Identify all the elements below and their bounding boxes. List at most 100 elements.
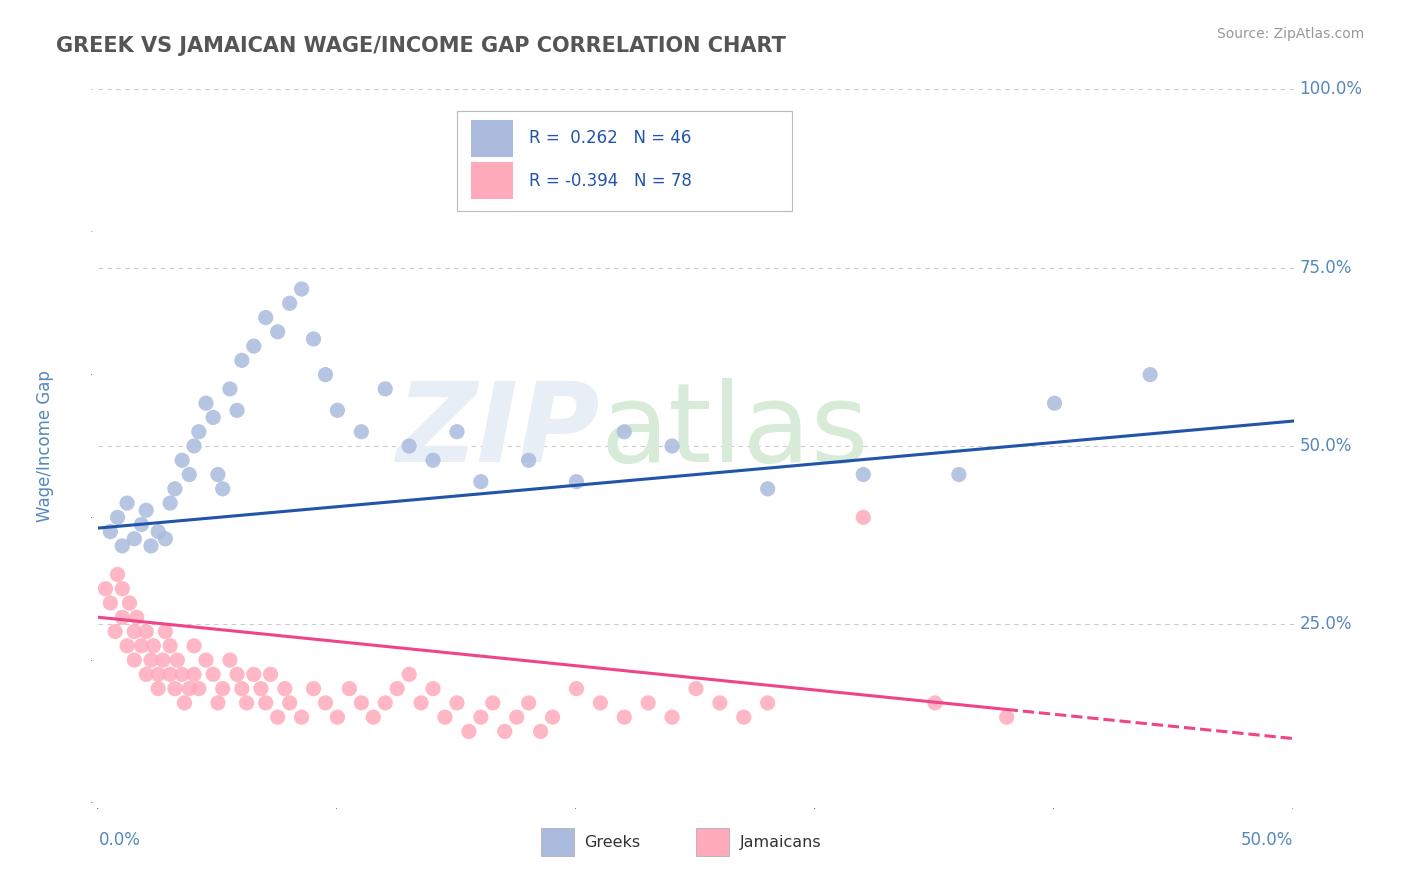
Point (187, 425, 209, 439)
Text: atlas: atlas (600, 378, 869, 485)
Point (159, 496, 181, 510)
Point (226, 667, 249, 681)
Point (107, 510, 129, 524)
Point (589, 696, 612, 710)
Point (183, 639, 205, 653)
Point (211, 681, 233, 696)
Bar (471, 162, 513, 199)
Point (278, 296, 301, 310)
Point (326, 710, 349, 724)
Point (179, 467, 201, 482)
Point (661, 710, 683, 724)
Point (125, 610, 148, 624)
Text: 75.0%: 75.0% (1299, 259, 1353, 277)
Point (202, 410, 225, 425)
Point (163, 482, 186, 496)
Point (135, 624, 157, 639)
Point (529, 724, 551, 739)
Bar (471, 120, 513, 157)
Point (302, 332, 325, 346)
Point (243, 667, 266, 681)
Point (302, 681, 325, 696)
Point (852, 510, 875, 524)
Point (148, 524, 170, 539)
Point (124, 624, 146, 639)
Point (470, 710, 492, 724)
Point (565, 475, 588, 489)
Text: 50.0%: 50.0% (1299, 437, 1353, 455)
Text: Source: ZipAtlas.com: Source: ZipAtlas.com (1216, 27, 1364, 41)
Point (446, 696, 468, 710)
Point (107, 567, 129, 582)
Point (235, 696, 257, 710)
Point (995, 710, 1018, 724)
Point (385, 681, 409, 696)
Point (98, 596, 122, 610)
Point (231, 353, 253, 368)
Point (267, 710, 290, 724)
Point (159, 667, 181, 681)
Point (709, 696, 731, 710)
Point (259, 667, 281, 681)
Point (422, 453, 444, 467)
Point (115, 496, 138, 510)
Text: 25.0%: 25.0% (1299, 615, 1353, 633)
Point (290, 282, 312, 296)
Text: GREEK VS JAMAICAN WAGE/INCOME GAP CORRELATION CHART: GREEK VS JAMAICAN WAGE/INCOME GAP CORREL… (56, 36, 786, 55)
Point (148, 681, 170, 696)
Point (231, 681, 253, 696)
Point (565, 681, 588, 696)
Text: Wage/Income Gap: Wage/Income Gap (35, 370, 53, 522)
Point (756, 482, 779, 496)
Point (183, 667, 205, 681)
Point (326, 403, 349, 417)
Point (211, 482, 233, 496)
Point (172, 453, 194, 467)
Point (226, 403, 249, 417)
Point (470, 475, 492, 489)
Point (267, 325, 290, 339)
Point (637, 696, 659, 710)
Point (541, 710, 564, 724)
Point (131, 639, 153, 653)
Point (374, 696, 396, 710)
Point (135, 503, 157, 517)
Point (446, 425, 468, 439)
Point (337, 681, 360, 696)
Point (517, 696, 540, 710)
Point (207, 696, 229, 710)
FancyBboxPatch shape (457, 111, 792, 211)
Point (187, 681, 209, 696)
Text: 50.0%: 50.0% (1241, 831, 1294, 849)
Point (733, 710, 755, 724)
Point (207, 467, 229, 482)
Point (166, 653, 188, 667)
Point (139, 653, 162, 667)
Point (411, 696, 433, 710)
Point (278, 696, 301, 710)
Text: R = -0.394   N = 78: R = -0.394 N = 78 (529, 171, 692, 189)
Point (481, 696, 505, 710)
Point (374, 382, 396, 396)
Point (458, 724, 481, 739)
Point (104, 624, 127, 639)
Point (115, 639, 138, 653)
Point (202, 667, 225, 681)
Point (152, 653, 174, 667)
Point (183, 439, 205, 453)
Point (131, 517, 153, 532)
Point (254, 696, 277, 710)
Point (159, 639, 181, 653)
Text: R =  0.262   N = 46: R = 0.262 N = 46 (529, 129, 690, 147)
Point (315, 696, 337, 710)
Point (139, 539, 162, 553)
Point (194, 653, 217, 667)
Text: ZIP: ZIP (396, 378, 600, 485)
Point (219, 653, 242, 667)
Text: Greeks: Greeks (583, 835, 640, 849)
Point (155, 532, 177, 546)
Point (250, 681, 273, 696)
Point (661, 439, 683, 453)
Point (494, 724, 516, 739)
Point (124, 653, 146, 667)
